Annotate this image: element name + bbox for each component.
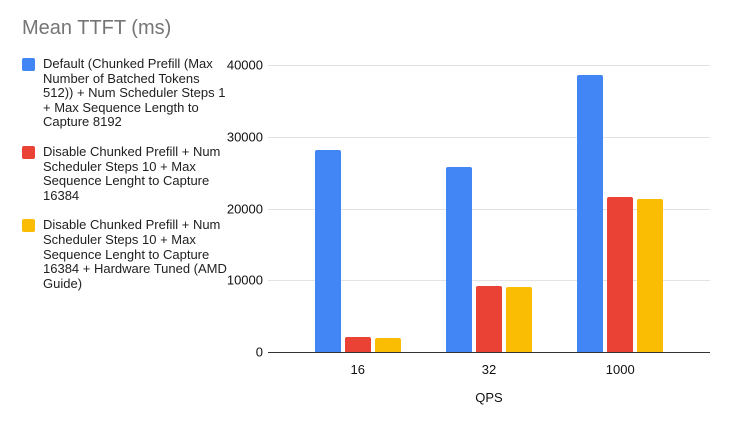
- legend-item: Default (Chunked Prefill (Max Number of …: [22, 56, 229, 130]
- bar-group: [314, 66, 401, 353]
- x-axis-line: 0: [256, 345, 710, 360]
- legend-label: Disable Chunked Prefill + Num Scheduler …: [43, 217, 227, 291]
- bar-series-2-category-1000: [607, 196, 634, 353]
- bar-series-3-category-16: [374, 337, 401, 353]
- bar-group: [577, 66, 664, 353]
- legend-swatch-icon: [22, 58, 35, 71]
- gridline: 30000: [227, 129, 710, 144]
- bar-series-1-category-1000: [577, 74, 604, 353]
- legend-item: Disable Chunked Prefill + Num Scheduler …: [22, 143, 229, 203]
- x-axis-title: QPS: [475, 390, 503, 405]
- bar-series-2-category-16: [344, 337, 371, 353]
- plot-area: QPS 0 10000 20000 30000 40000 16 32 1000: [227, 58, 710, 405]
- y-axis-tick-label: 0: [255, 344, 263, 360]
- bar-series-3-category-1000: [637, 199, 664, 353]
- x-axis-tick-label: 32: [481, 362, 497, 377]
- gridline: 40000: [227, 58, 710, 73]
- y-axis-tick-label: 20000: [226, 201, 263, 216]
- legend-label: Disable Chunked Prefill + Num Scheduler …: [43, 143, 221, 203]
- bar-series-1-category-32: [446, 167, 472, 353]
- y-axis-tick-label: 40000: [226, 57, 263, 73]
- y-axis-tick-label: 10000: [226, 272, 263, 288]
- bar-series-3-category-32: [506, 287, 532, 353]
- y-axis-tick-label: 30000: [226, 129, 263, 145]
- legend-swatch-icon: [22, 219, 35, 233]
- bar-group: [446, 66, 532, 353]
- gridline: 10000: [227, 273, 710, 288]
- legend-swatch-icon: [22, 145, 35, 159]
- gridline: 20000: [227, 201, 710, 216]
- chart-legend: Default (Chunked Prefill (Max Number of …: [22, 56, 229, 291]
- chart-title: Mean TTFT (ms): [22, 17, 172, 39]
- x-axis-tick-label: 1000: [605, 362, 635, 377]
- bar-series-2-category-32: [476, 285, 502, 353]
- x-axis-tick-label: 16: [350, 362, 365, 377]
- legend-item: Disable Chunked Prefill + Num Scheduler …: [22, 218, 229, 291]
- legend-label: Default (Chunked Prefill (Max Number of …: [43, 56, 226, 130]
- bar-series-1-category-16: [314, 149, 341, 353]
